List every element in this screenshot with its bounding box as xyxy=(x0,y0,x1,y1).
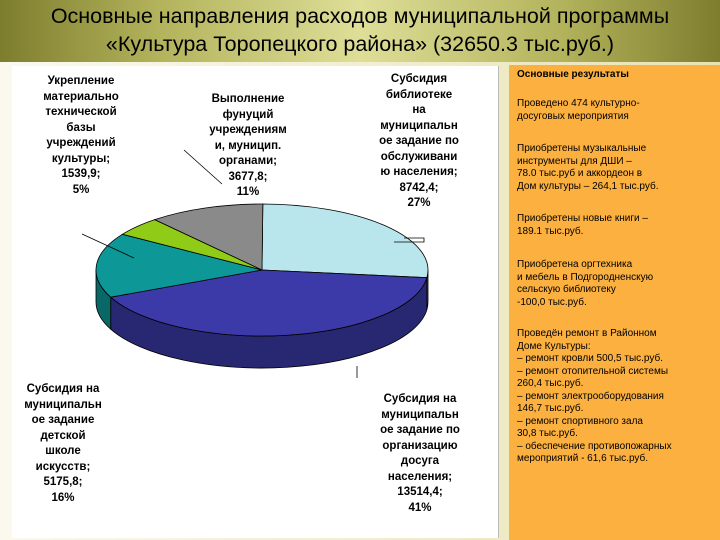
pie-slice-0 xyxy=(261,203,429,279)
label-dosug: Субсидия на муниципальн ое задание по ор… xyxy=(380,393,460,514)
title-band xyxy=(0,0,720,62)
title-line-1: Основные направления расходов муниципаль… xyxy=(50,4,670,28)
results-heading: Основные результаты xyxy=(517,69,629,80)
result-item: Приобретены музыкальные инструменты для … xyxy=(517,143,659,192)
pie-chart-panel: Укрепление материально технической базы … xyxy=(12,66,499,538)
leader-line-0 xyxy=(81,233,135,259)
label-shkola: Субсидия на муниципальн ое задание детск… xyxy=(24,383,102,504)
result-item: Проведён ремонт в Районном Доме Культуры… xyxy=(517,328,672,464)
title-line-2: «Культура Торопецкого района» (32650.3 т… xyxy=(105,32,615,56)
pie-slice-2 xyxy=(95,233,263,298)
pie-chart xyxy=(81,149,429,378)
label-biblioteka: Субсидия библиотеке на муниципальн ое за… xyxy=(379,73,459,209)
pie-slice-1 xyxy=(109,269,428,337)
result-item: Приобретена оргтехника и мебель в Подгор… xyxy=(517,259,654,308)
pie-slice-4 xyxy=(153,203,264,271)
result-item: Проведено 474 культурно- досуговых мероп… xyxy=(517,98,640,122)
label-ukreplenie: Укрепление материально технической базы … xyxy=(43,75,119,196)
leader-line-2 xyxy=(394,237,425,243)
leader-line-1 xyxy=(183,149,223,185)
results-panel: Основные результаты Проведено 474 культу… xyxy=(509,65,720,540)
page-title: Основные направления расходов муниципаль… xyxy=(0,2,720,58)
result-item: Приобретены новые книги – 189.1 тыс.руб. xyxy=(517,213,648,237)
label-vypolnenie: Выполнение фунуций учреждениям и, муници… xyxy=(209,93,287,198)
